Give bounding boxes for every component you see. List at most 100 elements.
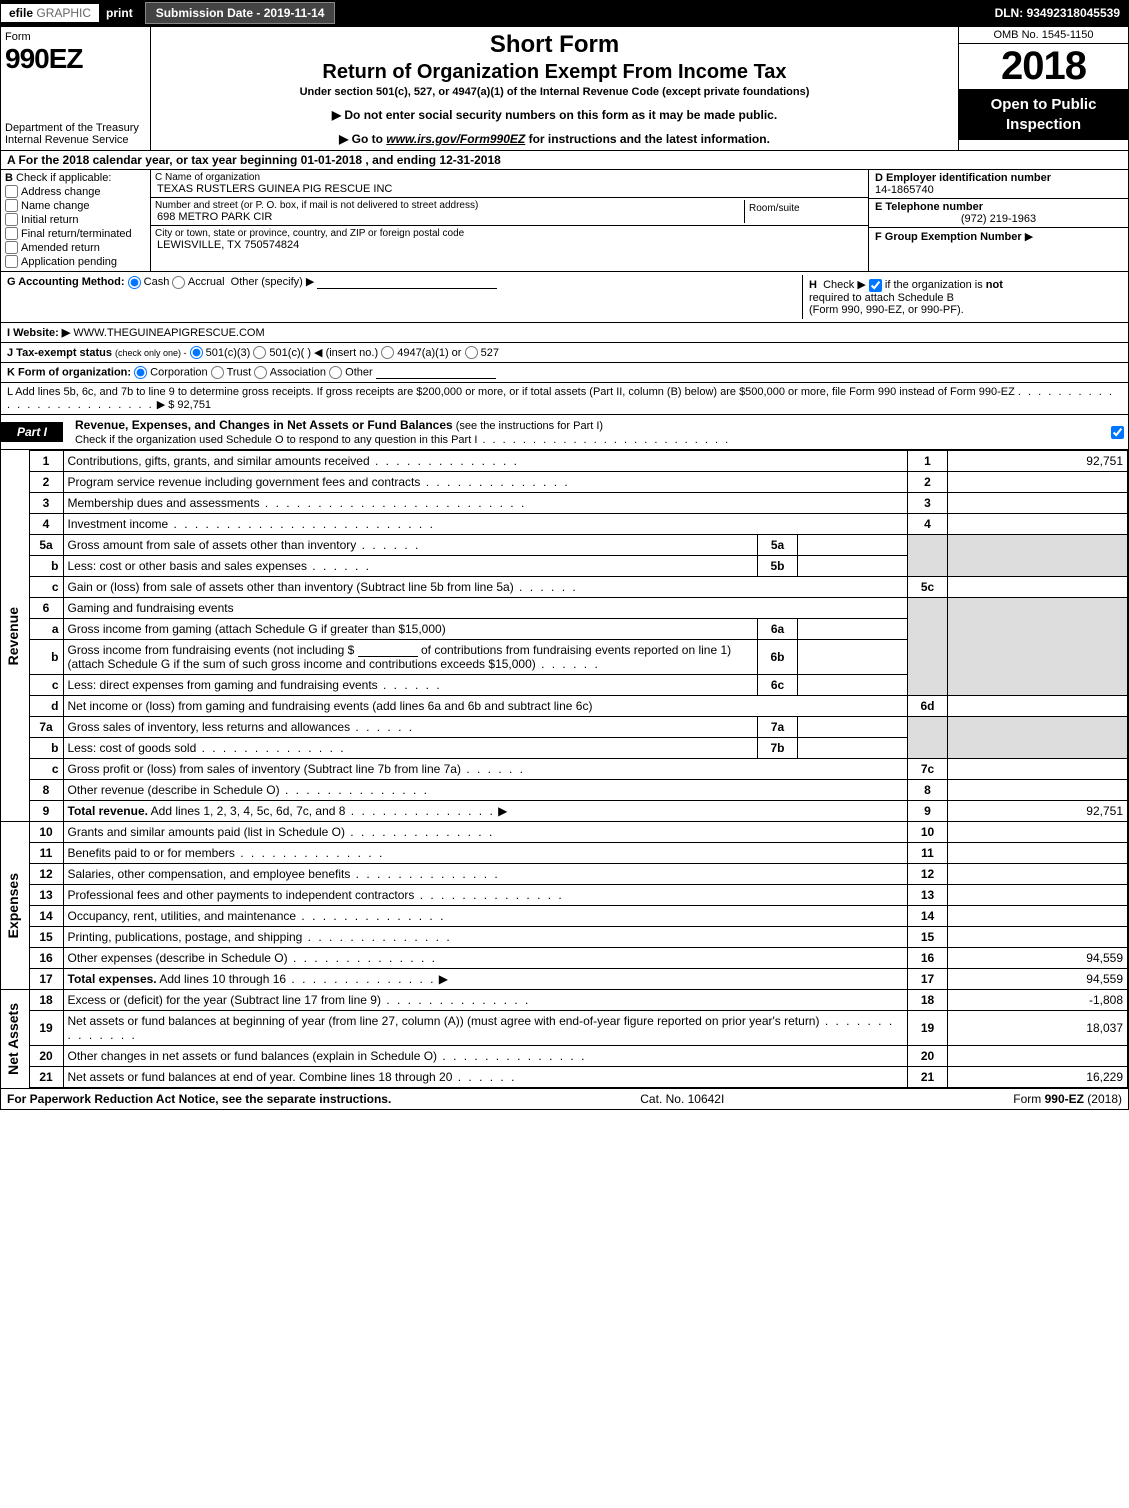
l12-no: 12 — [29, 864, 63, 885]
dln-value: 93492318045539 — [1027, 6, 1120, 20]
print-button[interactable]: print — [100, 4, 139, 22]
chk-application-pending[interactable]: Application pending — [5, 255, 146, 268]
radio-cash[interactable] — [128, 276, 141, 289]
chk-final-return-box[interactable] — [5, 227, 18, 240]
l14-no: 14 — [29, 906, 63, 927]
l11-no: 11 — [29, 843, 63, 864]
period-row: A For the 2018 calendar year, or tax yea… — [1, 151, 1128, 170]
chk-address-change-box[interactable] — [5, 185, 18, 198]
l5a-desc: Gross amount from sale of assets other t… — [68, 538, 357, 552]
l8-num: 8 — [908, 780, 948, 801]
radio-corporation[interactable] — [134, 366, 147, 379]
row-I: I Website: ▶ WWW.THEGUINEAPIGRESCUE.COM — [1, 323, 1128, 343]
submission-date: 2019-11-14 — [264, 6, 325, 20]
l10-no: 10 — [29, 822, 63, 843]
block-bcdef: B Check if applicable: Address change Na… — [1, 170, 1128, 272]
line-15: 15 Printing, publications, postage, and … — [1, 927, 1128, 948]
l7c-val — [948, 759, 1128, 780]
part-I-sub: (see the instructions for Part I) — [453, 420, 603, 432]
E-label: E Telephone number — [875, 201, 1122, 213]
c-street-label: Number and street (or P. O. box, if mail… — [155, 200, 744, 211]
side-revenue: Revenue — [5, 607, 21, 665]
l15-num: 15 — [908, 927, 948, 948]
l7c-no: c — [29, 759, 63, 780]
ssn-warning-text: Do not enter social security numbers on … — [344, 108, 777, 122]
chk-name-change[interactable]: Name change — [5, 199, 146, 212]
l7a-mini-lbl: 7a — [758, 717, 798, 738]
radio-501c[interactable] — [253, 346, 266, 359]
l18-dots — [381, 993, 530, 1007]
l10-num: 10 — [908, 822, 948, 843]
l9-no: 9 — [29, 801, 63, 822]
chk-initial-return-box[interactable] — [5, 213, 18, 226]
radio-4947[interactable] — [381, 346, 394, 359]
radio-trust[interactable] — [211, 366, 224, 379]
c-name-row: C Name of organization TEXAS RUSTLERS GU… — [151, 170, 868, 198]
chk-amended-return[interactable]: Amended return — [5, 241, 146, 254]
radio-527[interactable] — [465, 346, 478, 359]
chk-initial-return[interactable]: Initial return — [5, 213, 146, 226]
l5b-mini-val — [798, 556, 908, 577]
line-1: Revenue 1 Contributions, gifts, grants, … — [1, 451, 1128, 472]
part-I-title: Revenue, Expenses, and Changes in Net As… — [71, 415, 1111, 449]
H-checkbox[interactable] — [869, 279, 882, 292]
radio-association[interactable] — [254, 366, 267, 379]
line-10: Expenses 10 Grants and similar amounts p… — [1, 822, 1128, 843]
radio-501c-label: 501(c)( ) — [269, 347, 311, 359]
line-4: 4 Investment income 4 — [1, 514, 1128, 535]
K-label: K Form of organization: — [7, 367, 131, 379]
l9-dots — [345, 804, 494, 818]
irs-link[interactable]: www.irs.gov/Form990EZ — [386, 132, 525, 146]
l4-desc: Investment income — [68, 517, 169, 531]
l9-desc-bold: Total revenue. — [68, 804, 148, 818]
l18-no: 18 — [29, 990, 63, 1011]
schedule-O-checkbox[interactable] — [1111, 426, 1124, 439]
shade-6 — [908, 598, 948, 696]
dln-label: DLN: — [995, 6, 1027, 20]
efile-label: efile GRAPHIC — [1, 4, 100, 22]
l8-desc: Other revenue (describe in Schedule O) — [68, 783, 280, 797]
phone-value: (972) 219-1963 — [875, 213, 1122, 225]
line-11: 11 Benefits paid to or for members 11 — [1, 843, 1128, 864]
tax-year: 2018 — [959, 44, 1128, 89]
line-16: 16 Other expenses (describe in Schedule … — [1, 948, 1128, 969]
l10-dots — [345, 825, 494, 839]
line-9: 9 Total revenue. Add lines 1, 2, 3, 4, 5… — [1, 801, 1128, 822]
part-I-check-dots — [477, 434, 730, 446]
l15-no: 15 — [29, 927, 63, 948]
graphic-word: GRAPHIC — [36, 6, 91, 20]
side-expenses: Expenses — [5, 873, 21, 938]
line-8: 8 Other revenue (describe in Schedule O)… — [1, 780, 1128, 801]
l17-no: 17 — [29, 969, 63, 990]
radio-accrual[interactable] — [172, 276, 185, 289]
dept-treasury: Department of the Treasury — [5, 122, 146, 134]
l13-val — [948, 885, 1128, 906]
chk-final-return[interactable]: Final return/terminated — [5, 227, 146, 240]
chk-name-change-box[interactable] — [5, 199, 18, 212]
chk-final-return-label: Final return/terminated — [21, 228, 132, 240]
form-id-footer: Form 990-EZ (2018) — [1013, 1092, 1122, 1106]
l5a-no: 5a — [29, 535, 63, 556]
l7a-dots — [350, 720, 414, 734]
line-7a: 7a Gross sales of inventory, less return… — [1, 717, 1128, 738]
l2-desc: Program service revenue including govern… — [68, 475, 421, 489]
l5a-mini-val — [798, 535, 908, 556]
l13-desc: Professional fees and other payments to … — [68, 888, 415, 902]
chk-application-pending-box[interactable] — [5, 255, 18, 268]
l6a-mini-val — [798, 619, 908, 640]
section-DEF: D Employer identification number 14-1865… — [868, 170, 1128, 271]
chk-address-change[interactable]: Address change — [5, 185, 146, 198]
other-blank — [317, 277, 497, 289]
H-text4: (Form 990, 990-EZ, or 990-PF). — [809, 304, 964, 316]
radio-corporation-label: Corporation — [150, 367, 207, 379]
l20-num: 20 — [908, 1046, 948, 1067]
section-B: B Check if applicable: Address change Na… — [1, 170, 151, 271]
period-prefix: A For the 2018 calendar year, or tax yea… — [7, 153, 301, 167]
radio-other-org[interactable] — [329, 366, 342, 379]
L-text: L Add lines 5b, 6c, and 7b to line 9 to … — [7, 386, 1015, 398]
l17-dots — [286, 972, 435, 986]
radio-501c3[interactable] — [190, 346, 203, 359]
l5b-mini-lbl: 5b — [758, 556, 798, 577]
radio-association-label: Association — [270, 367, 326, 379]
chk-amended-return-box[interactable] — [5, 241, 18, 254]
